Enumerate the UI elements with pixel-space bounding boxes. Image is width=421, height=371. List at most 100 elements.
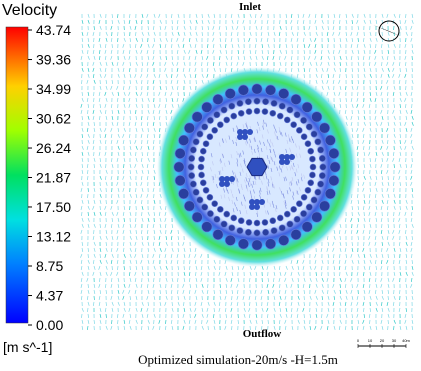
ball xyxy=(279,159,285,165)
vector xyxy=(345,31,347,37)
vector xyxy=(393,121,396,126)
vector xyxy=(228,135,231,140)
vector xyxy=(269,143,271,148)
vector xyxy=(206,289,209,294)
vector xyxy=(117,133,120,138)
vector xyxy=(267,55,269,61)
vector xyxy=(99,175,102,180)
vector xyxy=(235,179,238,184)
vector xyxy=(405,109,408,114)
ball xyxy=(310,196,318,204)
vector xyxy=(369,187,371,193)
vector xyxy=(164,43,167,48)
vector xyxy=(165,277,168,282)
ball xyxy=(236,227,244,235)
vector xyxy=(141,265,144,270)
vector xyxy=(369,67,372,72)
vector xyxy=(86,295,89,300)
vector xyxy=(230,277,233,282)
vector xyxy=(170,91,173,96)
vector xyxy=(369,37,372,42)
vector xyxy=(309,295,312,300)
vector xyxy=(273,307,276,312)
vector xyxy=(297,13,300,18)
vector xyxy=(86,79,89,84)
ball xyxy=(196,196,204,204)
vector xyxy=(410,109,413,114)
ball xyxy=(206,193,214,201)
vector xyxy=(146,13,149,18)
vector xyxy=(254,295,257,300)
vector xyxy=(387,241,390,246)
vector xyxy=(253,189,255,194)
vector xyxy=(399,133,402,138)
vector xyxy=(105,271,108,276)
vector xyxy=(387,289,390,294)
vector xyxy=(261,325,263,331)
vector xyxy=(411,49,414,54)
vector xyxy=(369,97,372,102)
vector xyxy=(105,229,108,234)
vector xyxy=(206,73,209,78)
vector xyxy=(104,73,107,78)
vector xyxy=(405,103,407,109)
ball xyxy=(197,163,205,171)
vector xyxy=(128,55,131,60)
vector xyxy=(140,43,143,48)
vector xyxy=(219,37,222,42)
vector xyxy=(380,73,383,78)
ball xyxy=(245,108,253,115)
vector xyxy=(363,259,366,264)
vector xyxy=(243,158,246,163)
vector xyxy=(141,217,144,222)
vector xyxy=(159,229,162,234)
vector xyxy=(345,55,348,60)
vector xyxy=(116,97,119,102)
vector xyxy=(183,25,186,30)
vector xyxy=(285,265,288,270)
vector xyxy=(104,223,107,228)
vector xyxy=(253,137,255,142)
vector xyxy=(386,13,389,18)
vector xyxy=(110,49,113,54)
vector xyxy=(262,122,265,127)
vector xyxy=(357,193,359,199)
vector xyxy=(146,91,149,96)
vector xyxy=(122,295,125,300)
vector xyxy=(303,43,306,48)
vector xyxy=(105,265,108,270)
vector xyxy=(375,205,378,210)
vector xyxy=(398,259,401,264)
vector xyxy=(374,49,377,54)
ball xyxy=(189,146,197,154)
vector xyxy=(218,61,221,66)
vector xyxy=(92,73,95,79)
vector xyxy=(314,265,317,270)
vector xyxy=(285,43,288,48)
vector xyxy=(123,19,126,24)
vector xyxy=(374,181,377,186)
vector xyxy=(271,181,274,186)
vector xyxy=(141,241,144,246)
ball xyxy=(249,204,255,210)
vector xyxy=(81,49,84,54)
vector xyxy=(110,175,113,180)
vector xyxy=(411,235,414,240)
vector xyxy=(411,193,414,198)
vector xyxy=(129,169,131,175)
vector xyxy=(188,271,191,276)
vector xyxy=(158,103,161,108)
vector xyxy=(164,217,167,222)
ball xyxy=(247,129,253,135)
vector xyxy=(93,157,96,162)
vector xyxy=(369,91,372,96)
scale-label: 10 xyxy=(368,338,373,343)
vector xyxy=(260,147,263,153)
vector xyxy=(284,289,287,294)
vector xyxy=(303,49,306,54)
ball xyxy=(244,228,252,236)
vector xyxy=(398,169,401,174)
ball xyxy=(286,220,294,228)
vector xyxy=(260,295,263,300)
vector xyxy=(314,325,317,330)
